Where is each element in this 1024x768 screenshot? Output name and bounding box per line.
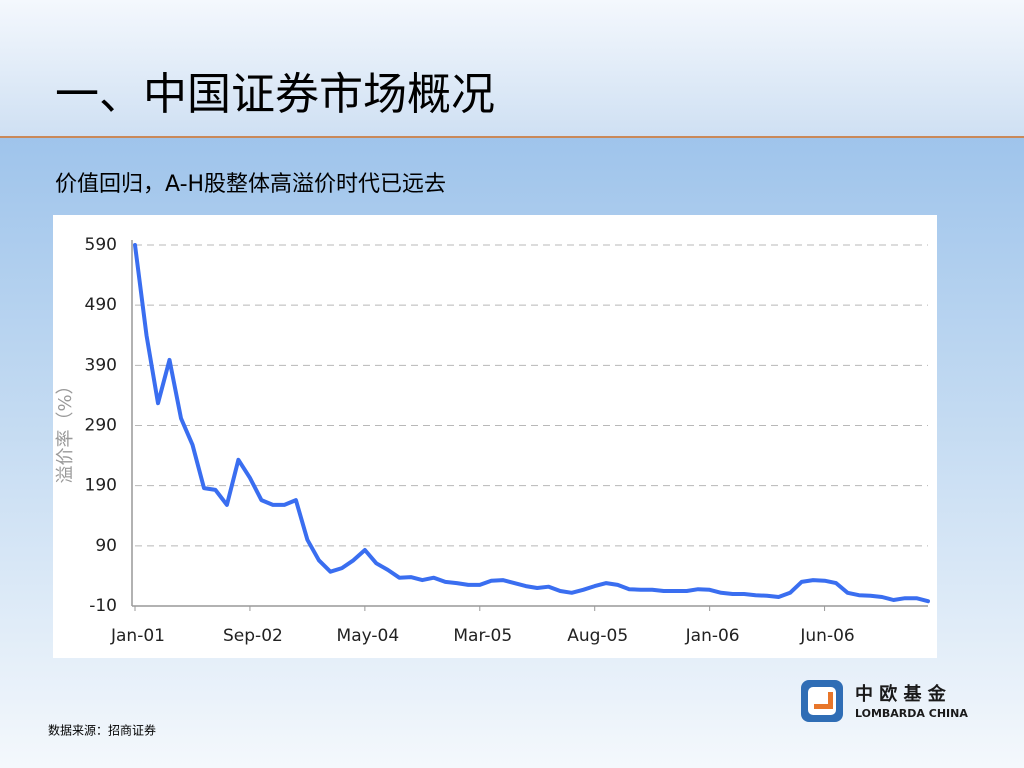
x-tick-label: May-04 bbox=[337, 626, 400, 646]
x-tick-label: Mar-05 bbox=[453, 626, 512, 646]
y-tick-label: -10 bbox=[89, 596, 117, 616]
y-tick-label: 590 bbox=[85, 235, 117, 255]
y-tick-label: 390 bbox=[85, 355, 117, 375]
data-line bbox=[133, 243, 930, 604]
chart-panel bbox=[53, 215, 937, 658]
x-tick-label: Jan-06 bbox=[685, 626, 740, 646]
logo-mark bbox=[814, 692, 833, 709]
slide-title: 一、中国证券市场概况 bbox=[55, 69, 495, 120]
y-tick-label: 290 bbox=[85, 416, 117, 436]
y-axis-label: 溢价率（%） bbox=[55, 376, 76, 483]
subtitle: 价值回归，A-H股整体高溢价时代已远去 bbox=[55, 172, 446, 197]
y-tick-label: 190 bbox=[85, 476, 117, 496]
header-band bbox=[0, 0, 1024, 136]
x-tick-label: Aug-05 bbox=[567, 626, 628, 646]
y-tick-label: 490 bbox=[85, 295, 117, 315]
x-tick-label: Jun-06 bbox=[799, 626, 854, 646]
logo-en: LOMBARDA CHINA bbox=[855, 707, 968, 720]
x-tick-label: Sep-02 bbox=[223, 626, 283, 646]
logo-cn: 中 欧 基 金 bbox=[855, 683, 947, 705]
y-tick-label: 90 bbox=[95, 536, 117, 556]
logo: 中 欧 基 金 LOMBARDA CHINA bbox=[801, 680, 968, 722]
x-tick-label: Jan-01 bbox=[110, 626, 165, 646]
source-note: 数据来源：招商证券 bbox=[48, 723, 156, 738]
